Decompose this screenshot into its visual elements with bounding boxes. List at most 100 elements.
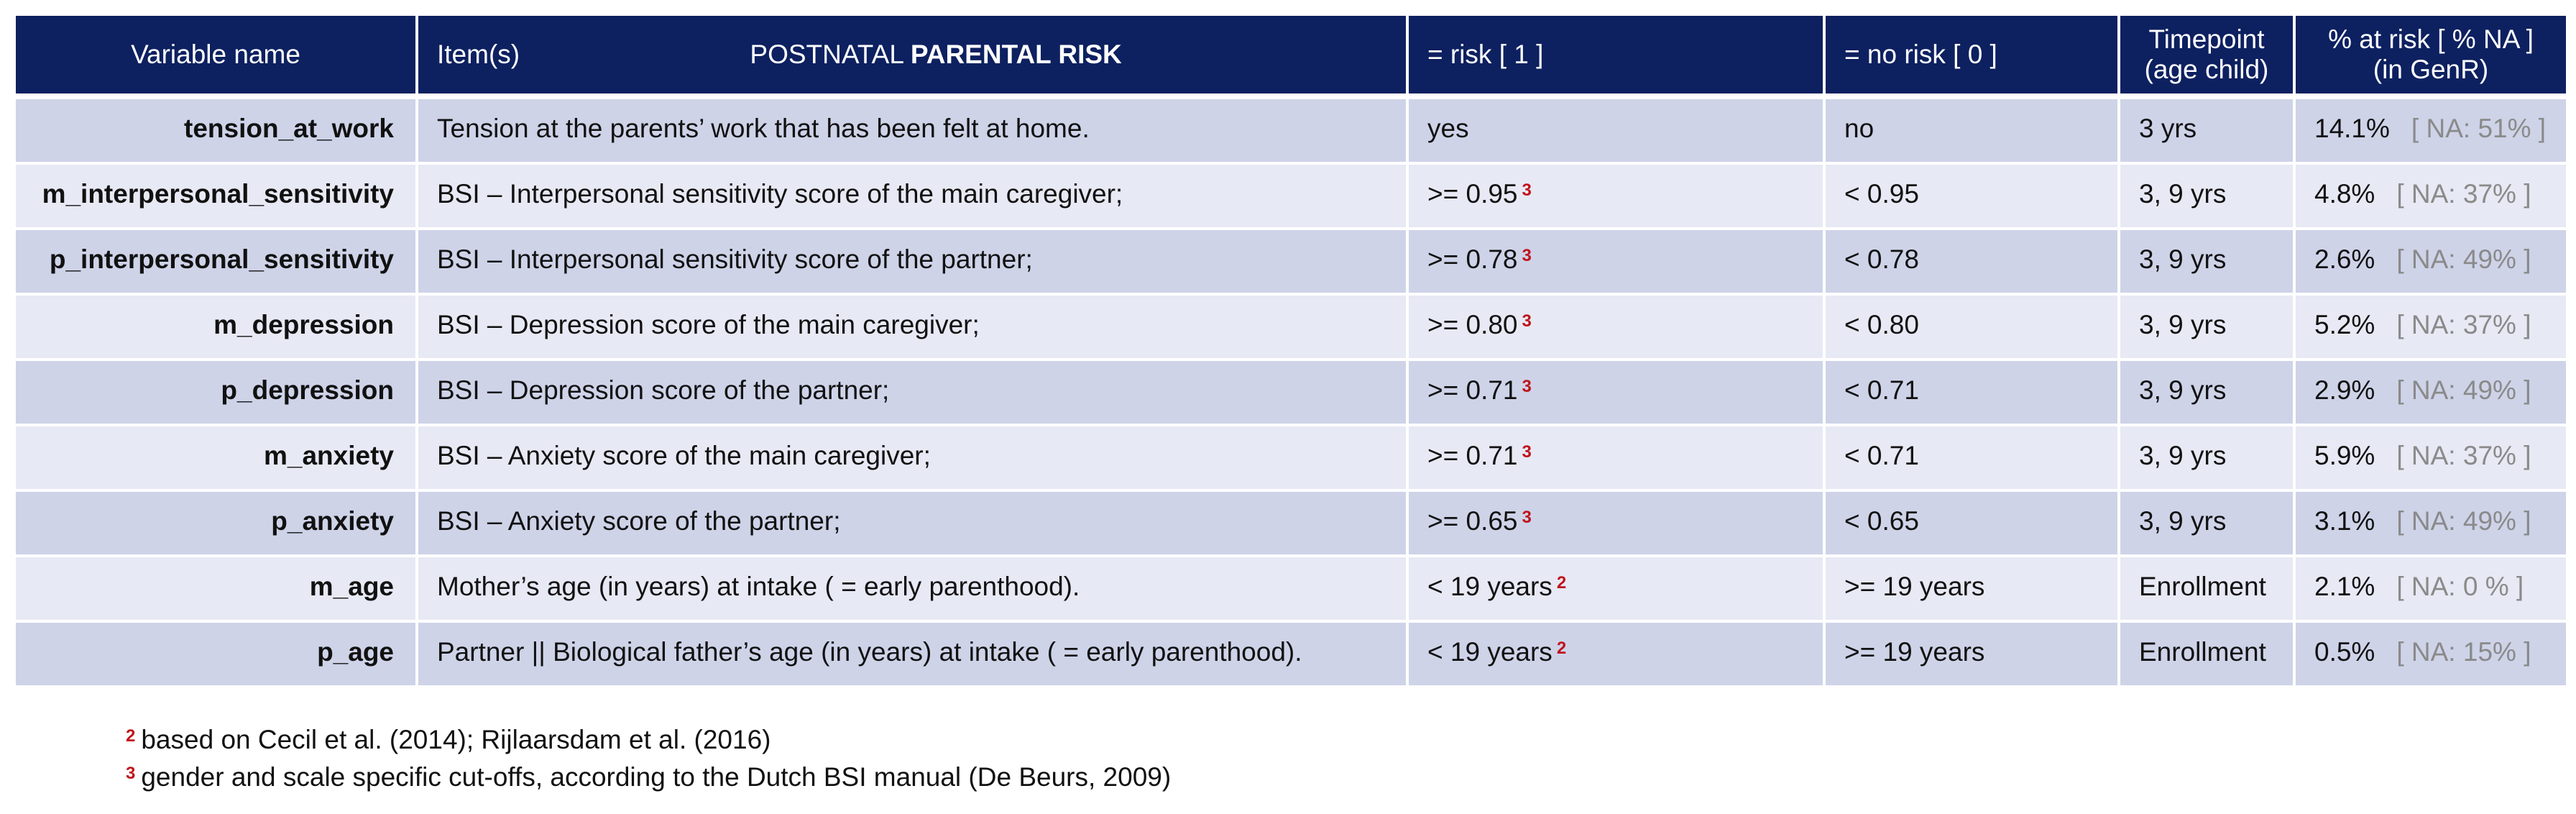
no-risk-cell: < 0.95 — [1826, 165, 2117, 230]
percent-at-risk: 0.5% — [2314, 637, 2375, 667]
header-risk: = risk [ 1 ] — [1409, 16, 1823, 99]
percent-cell: 2.6% [ NA: 49% ] — [2296, 230, 2566, 296]
percent-cell: 0.5% [ NA: 15% ] — [2296, 623, 2566, 688]
percent-na: [ NA: 49% ] — [2396, 506, 2531, 536]
header-no-risk: = no risk [ 0 ] — [1826, 16, 2117, 99]
footnote-2: 2 based on Cecil et al. (2014); Rijlaarsd… — [126, 719, 1171, 756]
percent-at-risk: 2.6% — [2314, 244, 2375, 274]
percent-at-risk: 4.8% — [2314, 179, 2375, 209]
percent-cell: 2.9% [ NA: 49% ] — [2296, 361, 2566, 426]
no-risk-cell: < 0.65 — [1826, 492, 2117, 557]
table-subtitle: POSTNATAL PARENTAL RISK — [750, 40, 1121, 70]
risk-footnote-mark: 2 — [1556, 639, 1567, 658]
percent-na: [ NA: 49% ] — [2396, 244, 2531, 274]
postnatal-parental-risk-table: Variable name Item(s) POSTNATAL PARENTAL… — [13, 16, 2569, 688]
footnote-text: gender and scale specific cut-offs, acco… — [141, 762, 1172, 792]
no-risk-cell: < 0.80 — [1826, 296, 2117, 361]
percent-cell: 14.1% [ NA: 51% ] — [2296, 99, 2566, 165]
risk-value: yes — [1427, 114, 1469, 143]
table-row: p_age Partner || Biological father’s age … — [16, 623, 2566, 688]
risk-cell: < 19 years 2 — [1409, 623, 1823, 688]
table-subtitle-prefix: POSTNATAL — [750, 40, 911, 69]
item-cell: BSI – Anxiety score of the main caregive… — [418, 426, 1406, 492]
percent-at-risk: 3.1% — [2314, 506, 2375, 536]
risk-footnote-mark: 3 — [1522, 508, 1532, 527]
timepoint-cell: 3, 9 yrs — [2120, 361, 2293, 426]
risk-value: >= 0.65 — [1427, 506, 1518, 536]
timepoint-cell: Enrollment — [2120, 557, 2293, 623]
variable-name-cell: p_interpersonal_sensitivity — [16, 230, 415, 296]
risk-value: >= 0.78 — [1427, 244, 1518, 274]
footnote-mark: 2 — [126, 726, 136, 746]
item-cell: BSI – Depression score of the partner; — [418, 361, 1406, 426]
timepoint-cell: 3, 9 yrs — [2120, 492, 2293, 557]
footnote-3: 3 gender and scale specific cut-offs, acc… — [126, 756, 1171, 794]
percent-cell: 5.9% [ NA: 37% ] — [2296, 426, 2566, 492]
risk-footnote-mark: 3 — [1522, 377, 1532, 396]
footnote-text: based on Cecil et al. (2014); Rijlaarsda… — [141, 725, 771, 754]
variable-name-cell: p_anxiety — [16, 492, 415, 557]
risk-cell: < 19 years 2 — [1409, 557, 1823, 623]
percent-cell: 5.2% [ NA: 37% ] — [2296, 296, 2566, 361]
header-row: Variable name Item(s) POSTNATAL PARENTAL… — [16, 16, 2566, 99]
risk-cell: >= 0.65 3 — [1409, 492, 1823, 557]
item-cell: BSI – Anxiety score of the partner; — [418, 492, 1406, 557]
no-risk-cell: >= 19 years — [1826, 557, 2117, 623]
table-row: p_interpersonal_sensitivity BSI – Interpe… — [16, 230, 2566, 296]
no-risk-cell: < 0.71 — [1826, 426, 2117, 492]
variable-name-cell: tension_at_work — [16, 99, 415, 165]
table-row: p_depression BSI – Depression score of th… — [16, 361, 2566, 426]
percent-cell: 4.8% [ NA: 37% ] — [2296, 165, 2566, 230]
percent-at-risk: 5.9% — [2314, 441, 2375, 470]
table-row: m_anxiety BSI – Anxiety score of the main… — [16, 426, 2566, 492]
timepoint-cell: 3, 9 yrs — [2120, 165, 2293, 230]
risk-value: >= 0.71 — [1427, 375, 1518, 405]
risk-value: < 19 years — [1427, 572, 1552, 601]
percent-na: [ NA: 37% ] — [2396, 179, 2531, 209]
no-risk-cell: < 0.71 — [1826, 361, 2117, 426]
risk-value: >= 0.95 — [1427, 179, 1518, 209]
risk-footnote-mark: 3 — [1522, 311, 1532, 331]
percent-at-risk: 2.1% — [2314, 572, 2375, 601]
percent-at-risk: 14.1% — [2314, 114, 2390, 143]
risk-footnote-mark: 2 — [1556, 573, 1567, 593]
header-items: Item(s) POSTNATAL PARENTAL RISK — [418, 16, 1406, 99]
item-cell: BSI – Interpersonal sensitivity score of… — [418, 230, 1406, 296]
percent-na: [ NA: 37% ] — [2396, 310, 2531, 339]
percent-at-risk: 2.9% — [2314, 375, 2375, 405]
timepoint-cell: 3 yrs — [2120, 99, 2293, 165]
item-cell: Tension at the parents’ work that has be… — [418, 99, 1406, 165]
no-risk-cell: < 0.78 — [1826, 230, 2117, 296]
no-risk-cell: no — [1826, 99, 2117, 165]
table-row: tension_at_work Tension at the parents’ w… — [16, 99, 2566, 165]
percent-cell: 2.1% [ NA: 0 % ] — [2296, 557, 2566, 623]
risk-value: >= 0.71 — [1427, 441, 1518, 470]
table-row: m_depression BSI – Depression score of th… — [16, 296, 2566, 361]
risk-cell: >= 0.71 3 — [1409, 361, 1823, 426]
header-timepoint-line2: (age child) — [2144, 55, 2269, 84]
item-cell: BSI – Interpersonal sensitivity score of… — [418, 165, 1406, 230]
footnote-mark: 3 — [126, 764, 136, 783]
percent-at-risk: 5.2% — [2314, 310, 2375, 339]
percent-na: [ NA: 0 % ] — [2396, 572, 2524, 601]
table-row: m_interpersonal_sensitivity BSI – Interpe… — [16, 165, 2566, 230]
variable-name-cell: m_age — [16, 557, 415, 623]
header-variable-name: Variable name — [16, 16, 415, 99]
variable-name-cell: p_depression — [16, 361, 415, 426]
variable-name-cell: m_depression — [16, 296, 415, 361]
table-subtitle-bold: PARENTAL RISK — [910, 40, 1122, 69]
item-cell: Mother’s age (in years) at intake ( = ea… — [418, 557, 1406, 623]
header-timepoint: Timepoint (age child) — [2120, 16, 2293, 99]
table-body: tension_at_work Tension at the parents’ w… — [16, 99, 2566, 688]
timepoint-cell: Enrollment — [2120, 623, 2293, 688]
header-percent-line1: % at risk [ % NA ] — [2328, 24, 2534, 54]
risk-value: < 19 years — [1427, 637, 1552, 667]
variable-name-cell: m_interpersonal_sensitivity — [16, 165, 415, 230]
timepoint-cell: 3, 9 yrs — [2120, 230, 2293, 296]
risk-cell: >= 0.71 3 — [1409, 426, 1823, 492]
no-risk-cell: >= 19 years — [1826, 623, 2117, 688]
risk-cell: >= 0.80 3 — [1409, 296, 1823, 361]
variable-name-cell: p_age — [16, 623, 415, 688]
percent-cell: 3.1% [ NA: 49% ] — [2296, 492, 2566, 557]
table-row: m_age Mother’s age (in years) at intake (… — [16, 557, 2566, 623]
